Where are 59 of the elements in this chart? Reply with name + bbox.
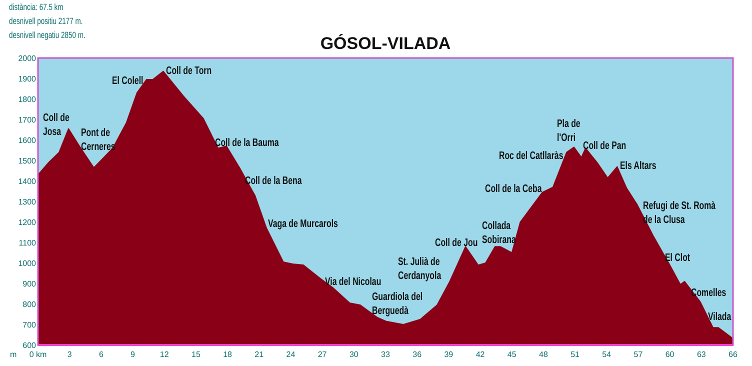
annotation: Pla de l'Orri [557,118,580,144]
annotation: Coll de Torn [166,64,212,78]
x-tick-label: 24 [286,350,296,359]
y-tick-label: 2000 [18,54,37,63]
y-tick-label: 1300 [18,198,37,206]
annotation: Vaga de Murcarols [268,218,338,230]
annotation: St. Julià de Cerdanyola [398,256,442,282]
y-tick-label: 1000 [18,259,37,268]
y-tick-label: 1900 [18,74,37,84]
x-tick-label: 54 [602,350,612,359]
x-tick-label: 9 [130,350,136,359]
y-tick-label: 1200 [18,218,37,227]
text: desnivell negatiu 2850 m. [9,30,86,40]
y-tick-label: 700 [22,320,37,330]
x-tick-label: 51 [570,350,580,359]
x-tick-label: 33 [381,350,390,359]
x-tick-label: 42 [476,350,486,359]
x-tick-label: 60 [665,350,675,359]
x-tick-label: 12 [160,350,170,359]
annotation: Coll de Pan [583,140,626,152]
y-axis-title: m [10,350,17,359]
chart-title: GÓSOL-VILADA [320,33,451,53]
annotation: Coll de la Bauma [215,136,280,150]
x-tick-label: 6 [98,350,104,359]
y-tick-label: 1100 [18,238,37,248]
y-tick-label: 800 [22,300,37,309]
x-tick-label: 48 [539,350,548,359]
x-tick-label: 0 km [29,350,47,359]
y-tick-label: 600 [22,341,37,350]
y-tick-label: 1600 [18,136,37,145]
y-tick-label: 1700 [18,116,37,124]
x-tick-label: 21 [254,350,264,359]
annotation: El Clot [665,252,691,264]
annotation: Els Altars [620,160,656,172]
annotation: Coll de Josa [43,112,70,138]
x-tick-label: 36 [412,350,422,359]
y-tick-label: 1800 [18,95,37,104]
annotation: Via del Nicolau [325,276,382,288]
annotation: Guardiola del Berguedà [372,290,423,318]
y-tick-label: 900 [22,280,37,288]
x-tick-label: 66 [728,350,738,359]
annotation: Vilada [708,310,732,324]
x-tick-label: 30 [349,350,359,359]
annotation: Coll de Jou [435,236,478,250]
x-tick-label: 39 [444,350,454,359]
x-tick-label: 18 [223,350,233,359]
x-tick-label: 45 [507,350,517,359]
text: distància: 67.5 km [9,2,64,12]
annotation: Coll de la Ceba [485,182,542,196]
y-tick-label: 1400 [18,177,37,186]
annotation: Roc del Catllaràs [499,150,564,162]
x-tick-label: 57 [634,350,644,359]
y-tick-label: 1500 [18,156,37,166]
x-tick-label: 63 [696,350,706,359]
x-tick-label: 27 [318,350,328,359]
x-tick-label: 3 [67,350,72,359]
annotation: El Colell [112,74,144,88]
x-tick-label: 15 [192,350,201,359]
text: desnivell positiu 2177 m. [9,16,83,26]
